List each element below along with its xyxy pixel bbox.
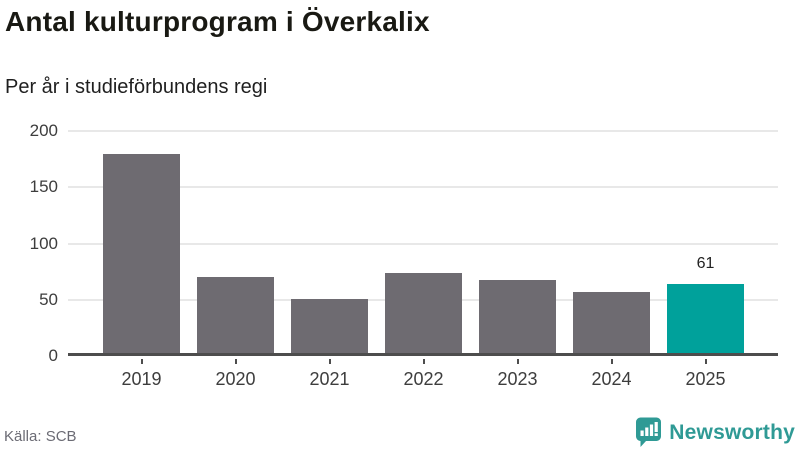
- y-axis: 0 50 100 150 200: [0, 121, 58, 365]
- chart-subtitle: Per år i studieförbundens regi: [5, 76, 268, 98]
- bar-2020: [197, 276, 274, 353]
- x-label-2025: 2025: [685, 369, 726, 389]
- y-tick-label-150: 150: [29, 177, 58, 197]
- bar-2024: [573, 292, 650, 353]
- y-tick-label-100: 100: [29, 233, 58, 253]
- x-tick-2023: [516, 359, 519, 364]
- source-attribution: Källa: SCB: [4, 428, 77, 445]
- newsworthy-wordmark: Newsworthy: [669, 420, 795, 444]
- x-tick-2022: [422, 359, 425, 364]
- bar-2019: [103, 153, 180, 353]
- x-label-2020: 2020: [215, 369, 256, 389]
- x-label-2024: 2024: [591, 369, 632, 389]
- bar-2023: [479, 279, 556, 353]
- bar-chart: 0 50 100 150 200 2019 2020 2021 2022 2023 2024 202…: [0, 110, 800, 400]
- newsworthy-logo[interactable]: Newsworthy: [635, 417, 795, 448]
- page-title: Antal kulturprogram i Överkalix: [5, 6, 430, 37]
- y-tick-label-200: 200: [29, 121, 58, 140]
- x-label-2022: 2022: [403, 369, 444, 389]
- bar-2021: [291, 299, 368, 353]
- gridline-150: [68, 186, 778, 189]
- plot-area: 2019 2020 2021 2022 2023 2024 2025 61: [68, 130, 778, 389]
- x-label-2023: 2023: [497, 369, 538, 389]
- bar-value-label: 61: [696, 255, 715, 273]
- x-tick-2020: [234, 359, 237, 364]
- x-tick-2024: [610, 359, 613, 364]
- y-tick-label-50: 50: [39, 289, 58, 309]
- x-tick-2025: [704, 359, 707, 364]
- gridline-200: [68, 130, 778, 132]
- x-label-2021: 2021: [309, 369, 350, 389]
- bar-2022: [385, 273, 462, 353]
- x-tick-2021: [328, 359, 331, 364]
- y-tick-label-0: 0: [48, 346, 58, 365]
- bar-2025: [667, 284, 744, 353]
- newsworthy-speech-bubble-chart-icon: [636, 417, 662, 447]
- gridline-100: [68, 242, 778, 245]
- x-label-2019: 2019: [121, 369, 162, 389]
- x-tick-2019: [140, 359, 143, 364]
